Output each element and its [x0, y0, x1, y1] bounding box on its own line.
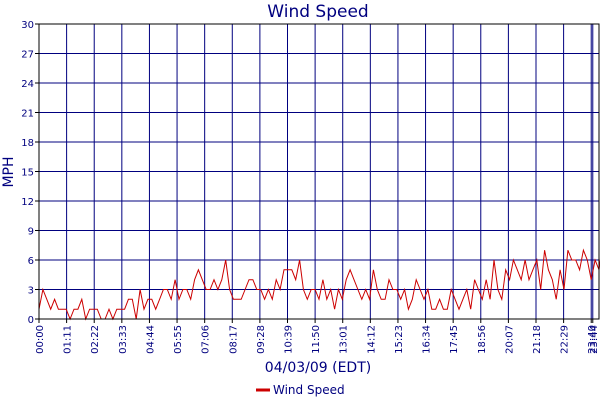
x-tick-label: 23:44 [589, 325, 600, 354]
legend-label: Wind Speed [273, 383, 345, 397]
x-tick-label: 03:33 [118, 325, 129, 354]
y-tick-label: 9 [28, 227, 34, 238]
x-tick-labels: 00:00 01:11 02:22 03:33 04:44 05:55 07:06 08:17… [35, 325, 600, 354]
x-tick-label: 13:01 [339, 325, 350, 354]
plot-border [38, 23, 600, 320]
x-tick-label: 01:11 [63, 325, 74, 354]
y-tick-labels: 0 3 6 9 12 15 18 21 24 27 30 [21, 20, 34, 326]
y-tick-label: 27 [21, 50, 34, 61]
x-tick-label: 00:00 [35, 325, 46, 354]
x-tick-label: 20:07 [504, 325, 515, 354]
series-line-wind-speed [38, 248, 600, 321]
y-tick-label: 30 [21, 20, 34, 31]
y-tick-label: 18 [21, 138, 34, 149]
x-tick-label: 02:22 [90, 325, 101, 354]
x-tick-label: 08:17 [228, 325, 239, 354]
y-tick-label: 12 [21, 197, 34, 208]
chart-title: Wind Speed [267, 2, 368, 22]
y-tick-label: 24 [21, 79, 34, 90]
y-tick-label: 6 [28, 256, 34, 267]
x-axis-label: 04/03/09 (EDT) [265, 360, 371, 376]
y-axis-label: MPH [1, 156, 17, 187]
x-tick-label: 11:50 [311, 325, 322, 354]
y-tick-label: 15 [21, 168, 34, 179]
x-tick-label: 22:29 [560, 325, 571, 354]
series-layer [38, 248, 600, 321]
y-tick-label: 0 [28, 315, 34, 326]
x-tick-label: 21:18 [532, 325, 543, 354]
y-tick-label: 21 [21, 109, 34, 120]
x-tick-label: 10:39 [284, 325, 295, 354]
x-tick-label: 04:44 [145, 325, 156, 354]
x-tick-label: 18:56 [477, 325, 488, 354]
y-tick-label: 3 [28, 286, 34, 297]
legend: Wind Speed [256, 383, 345, 397]
x-tick-label: 09:28 [256, 325, 267, 354]
x-tick-label: 15:23 [394, 325, 405, 354]
x-tick-label: 05:55 [173, 325, 184, 354]
grid-lines [35, 23, 599, 323]
x-tick-label: 07:06 [201, 325, 212, 354]
x-tick-label: 17:45 [449, 325, 460, 354]
x-tick-label: 14:12 [366, 325, 377, 354]
x-tick-label: 16:34 [422, 325, 433, 354]
x-tick-label: 23:40 [587, 325, 598, 354]
